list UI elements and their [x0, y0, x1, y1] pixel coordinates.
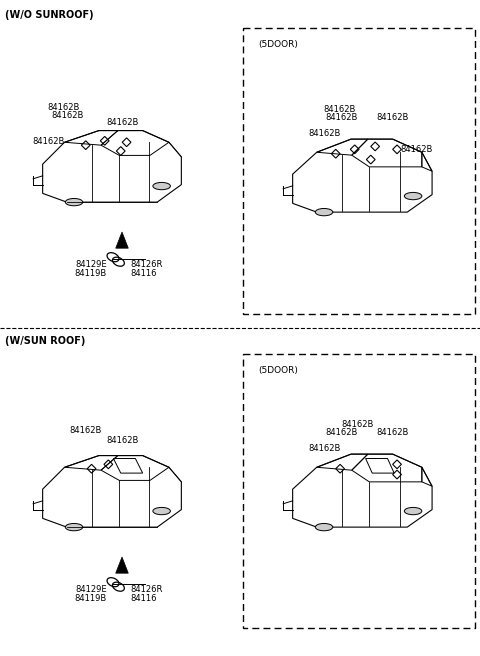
Text: 84162B: 84162B [376, 428, 408, 437]
Text: 84162B: 84162B [308, 444, 340, 453]
Ellipse shape [315, 523, 333, 531]
Text: 84162B: 84162B [52, 111, 84, 120]
Text: 84162B: 84162B [401, 145, 433, 154]
Polygon shape [116, 232, 128, 248]
Text: (W/O SUNROOF): (W/O SUNROOF) [5, 10, 94, 20]
Text: 84162B: 84162B [32, 137, 64, 146]
Ellipse shape [153, 507, 170, 515]
Text: 84162B: 84162B [106, 436, 138, 445]
Text: 84129E: 84129E [75, 260, 107, 269]
Text: (W/SUN ROOF): (W/SUN ROOF) [5, 336, 85, 346]
Text: (5DOOR): (5DOOR) [258, 366, 298, 375]
Bar [243, 28, 475, 314]
Text: 84162B: 84162B [325, 113, 358, 122]
Text: 84126R: 84126R [130, 260, 162, 269]
Text: 84162B: 84162B [324, 105, 356, 114]
Text: 84119B: 84119B [75, 594, 107, 603]
Text: 84162B: 84162B [48, 103, 80, 112]
Ellipse shape [315, 209, 333, 216]
Ellipse shape [404, 192, 422, 199]
Text: 84162B: 84162B [325, 428, 358, 437]
Text: 84116: 84116 [130, 269, 156, 278]
Text: 84119B: 84119B [75, 269, 107, 278]
Ellipse shape [404, 507, 422, 515]
Ellipse shape [153, 182, 170, 190]
Text: 84129E: 84129E [75, 585, 107, 594]
Text: 84126R: 84126R [130, 585, 162, 594]
Text: 84162B: 84162B [308, 129, 340, 138]
Text: 84162B: 84162B [342, 420, 374, 429]
Text: (5DOOR): (5DOOR) [258, 40, 298, 49]
Ellipse shape [65, 523, 83, 531]
Text: 84162B: 84162B [376, 113, 408, 122]
Text: 84162B: 84162B [70, 426, 102, 435]
Text: 84162B: 84162B [106, 118, 138, 127]
Ellipse shape [65, 199, 83, 206]
Text: 84116: 84116 [130, 594, 156, 603]
Polygon shape [116, 557, 128, 573]
Bar [243, 354, 475, 628]
